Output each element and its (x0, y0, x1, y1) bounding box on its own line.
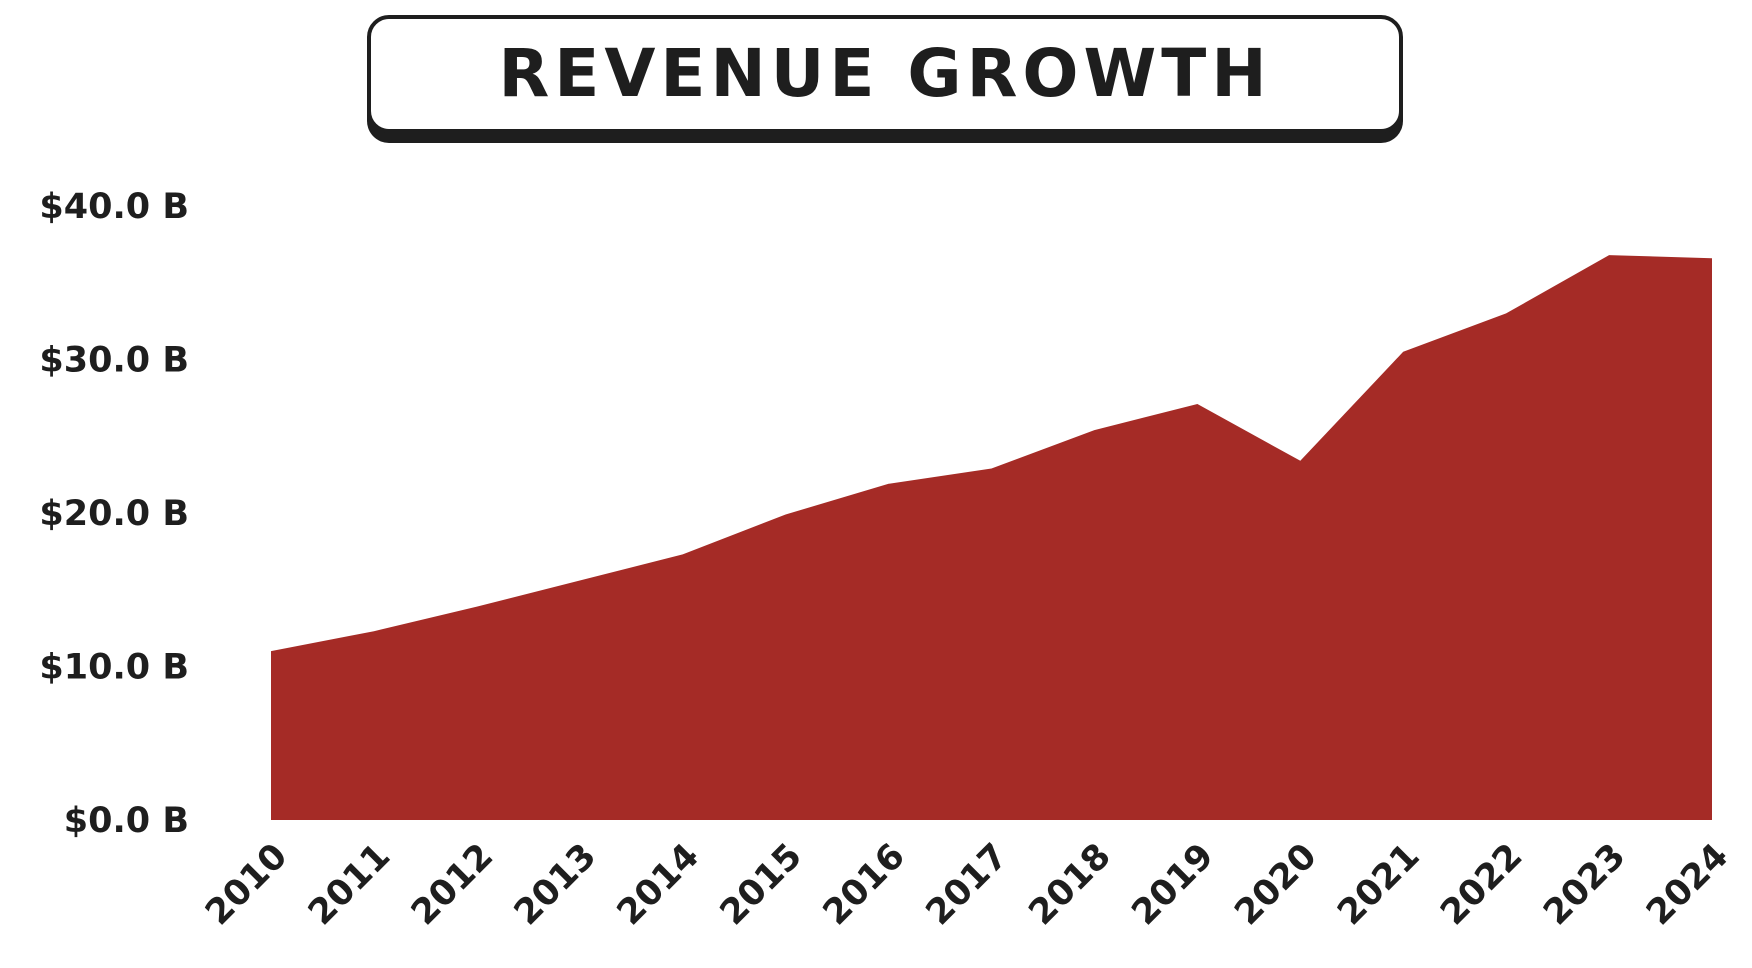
x-tick-label: 2014 (610, 836, 707, 933)
x-tick-label: 2016 (816, 836, 913, 933)
x-tick-label: 2017 (919, 836, 1016, 933)
chart-title-box: REVENUE GROWTH (367, 15, 1403, 133)
y-tick-label: $30.0 B (39, 341, 189, 381)
x-tick-label: 2012 (404, 836, 501, 933)
x-tick-label: 2023 (1536, 836, 1633, 933)
y-tick-label: $10.0 B (39, 648, 189, 688)
x-tick-label: 2024 (1639, 836, 1736, 933)
x-tick-label: 2015 (713, 836, 810, 933)
x-tick-label: 2013 (507, 836, 604, 933)
revenue-area (271, 255, 1712, 821)
x-tick-label: 2022 (1433, 836, 1530, 933)
x-tick-label: 2021 (1330, 836, 1427, 933)
x-tick-label: 2020 (1227, 836, 1324, 933)
x-tick-label: 2011 (301, 836, 398, 933)
x-tick-label: 2010 (198, 836, 295, 933)
y-tick-label: $0.0 B (64, 801, 189, 841)
x-tick-label: 2018 (1022, 836, 1119, 933)
plot-area (271, 255, 1712, 821)
y-axis: $0.0 B $10.0 B $20.0 B $30.0 B $40.0 B (39, 187, 189, 841)
x-axis: 2010 2011 2012 2013 2014 2015 2016 2017 2018 2019… (198, 836, 1736, 933)
x-tick-label: 2019 (1125, 836, 1222, 933)
y-tick-label: $20.0 B (39, 494, 189, 534)
chart-title: REVENUE GROWTH (498, 35, 1272, 112)
y-tick-label: $40.0 B (39, 187, 189, 227)
